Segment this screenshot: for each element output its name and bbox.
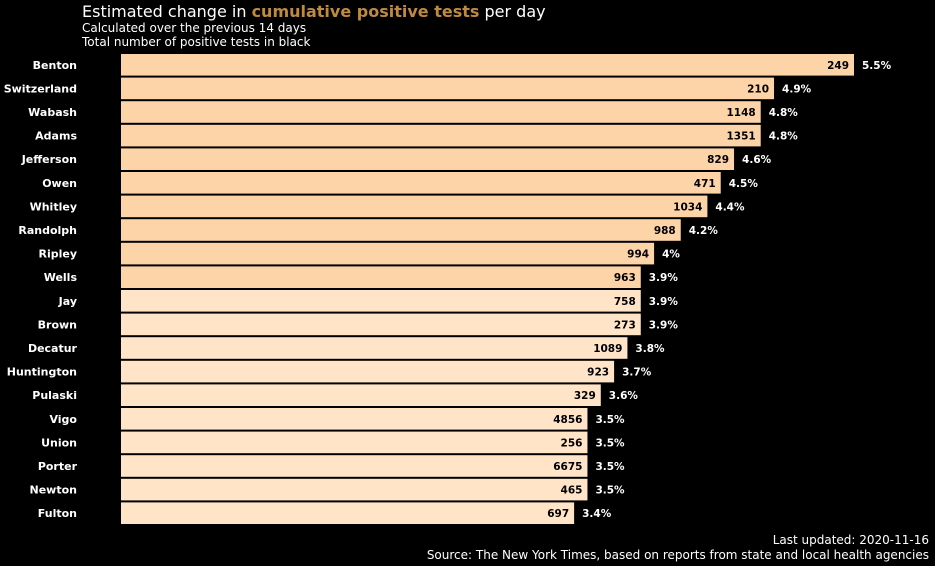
total-label: 1089 <box>593 343 622 355</box>
category-label: Fulton <box>38 507 77 520</box>
title-prefix: Estimated change in <box>82 2 252 21</box>
chart-header: Estimated change in cumulative positive … <box>82 3 546 50</box>
total-label: 1034 <box>673 201 702 213</box>
value-label: 3.6% <box>609 390 639 402</box>
category-label: Jay <box>58 295 77 308</box>
bar-wabash <box>121 101 761 123</box>
value-label: 3.9% <box>649 296 679 308</box>
bar-newton <box>121 478 588 501</box>
category-label: Owen <box>42 177 77 190</box>
bar-benton <box>121 54 854 76</box>
value-label: 4.9% <box>782 83 812 95</box>
bar-brown <box>121 313 641 336</box>
value-label: 3.7% <box>622 367 652 379</box>
category-label: Benton <box>33 59 77 72</box>
total-label: 1351 <box>726 131 755 143</box>
category-label: Switzerland <box>4 82 77 95</box>
value-label: 4.2% <box>689 225 719 237</box>
bar-fulton <box>121 502 575 524</box>
category-label: Ripley <box>38 248 77 261</box>
category-label: Randolph <box>18 224 77 237</box>
total-label: 465 <box>561 485 583 497</box>
total-label: 758 <box>614 296 636 308</box>
chart-title: Estimated change in cumulative positive … <box>82 3 546 21</box>
category-label: Jefferson <box>21 153 77 166</box>
total-label: 210 <box>747 83 769 95</box>
bar-pulaski <box>121 384 601 406</box>
value-label: 3.9% <box>649 272 679 284</box>
source-note: Source: The New York Times, based on rep… <box>426 547 929 562</box>
value-label: 4.5% <box>729 178 759 190</box>
total-label: 249 <box>827 60 849 72</box>
total-label: 329 <box>574 390 596 402</box>
category-label: Pulaski <box>32 389 77 402</box>
category-label: Wabash <box>28 106 77 119</box>
total-label: 923 <box>587 367 609 379</box>
last-updated: Last updated: 2020-11-16 <box>772 533 929 547</box>
total-label: 829 <box>707 154 729 166</box>
total-label: 963 <box>614 272 636 284</box>
category-label: Newton <box>30 484 77 497</box>
value-label: 3.8% <box>635 343 665 355</box>
chart-subtitle: Calculated over the previous 14 days <box>82 21 307 35</box>
total-label: 4856 <box>553 414 582 426</box>
bar-huntington <box>121 360 615 383</box>
bar-porter <box>121 455 588 477</box>
bar-randolph <box>121 219 681 241</box>
chart-footer: Last updated: 2020-11-16 Source: The New… <box>427 533 929 562</box>
total-label: 1148 <box>726 107 755 119</box>
bar-decatur <box>121 337 628 359</box>
category-label: Adams <box>35 130 77 143</box>
bar-switzerland <box>121 77 775 100</box>
bar-ripley <box>121 242 655 265</box>
total-label: 256 <box>561 437 583 449</box>
total-label: 994 <box>627 249 649 261</box>
value-label: 5.5% <box>862 60 892 72</box>
total-label: 697 <box>547 508 569 520</box>
value-label: 3.5% <box>595 485 625 497</box>
bar-wells <box>121 266 641 288</box>
category-label: Huntington <box>7 366 77 379</box>
category-label: Vigo <box>49 413 77 426</box>
value-label: 3.5% <box>595 461 625 473</box>
value-label: 3.5% <box>595 414 625 426</box>
bar-owen <box>121 172 721 194</box>
value-label: 4.8% <box>769 107 799 119</box>
bar-jay <box>121 290 641 312</box>
value-label: 4.6% <box>742 154 772 166</box>
total-label: 6675 <box>553 461 582 473</box>
value-label: 3.4% <box>582 508 612 520</box>
total-label: 988 <box>654 225 676 237</box>
bar-vigo <box>121 408 588 430</box>
category-label: Union <box>41 436 77 449</box>
category-label: Decatur <box>28 342 78 355</box>
category-label: Porter <box>38 460 78 473</box>
bar-whitley <box>121 195 708 218</box>
title-highlight: cumulative positive tests <box>251 2 480 21</box>
category-label: Brown <box>38 318 77 331</box>
title-suffix: per day <box>479 2 546 21</box>
bar-union <box>121 431 588 454</box>
chart-note: Total number of positive tests in black <box>82 35 311 49</box>
value-label: 3.5% <box>595 437 625 449</box>
category-label: Whitley <box>30 200 77 213</box>
total-label: 471 <box>694 178 716 190</box>
value-label: 4.4% <box>715 201 745 213</box>
bar-adams <box>121 124 761 147</box>
category-label: Wells <box>44 271 78 284</box>
value-label: 4% <box>662 249 680 261</box>
total-label: 273 <box>614 319 636 331</box>
bar-jefferson <box>121 148 735 170</box>
value-label: 3.9% <box>649 319 679 331</box>
value-label: 4.8% <box>769 131 799 143</box>
